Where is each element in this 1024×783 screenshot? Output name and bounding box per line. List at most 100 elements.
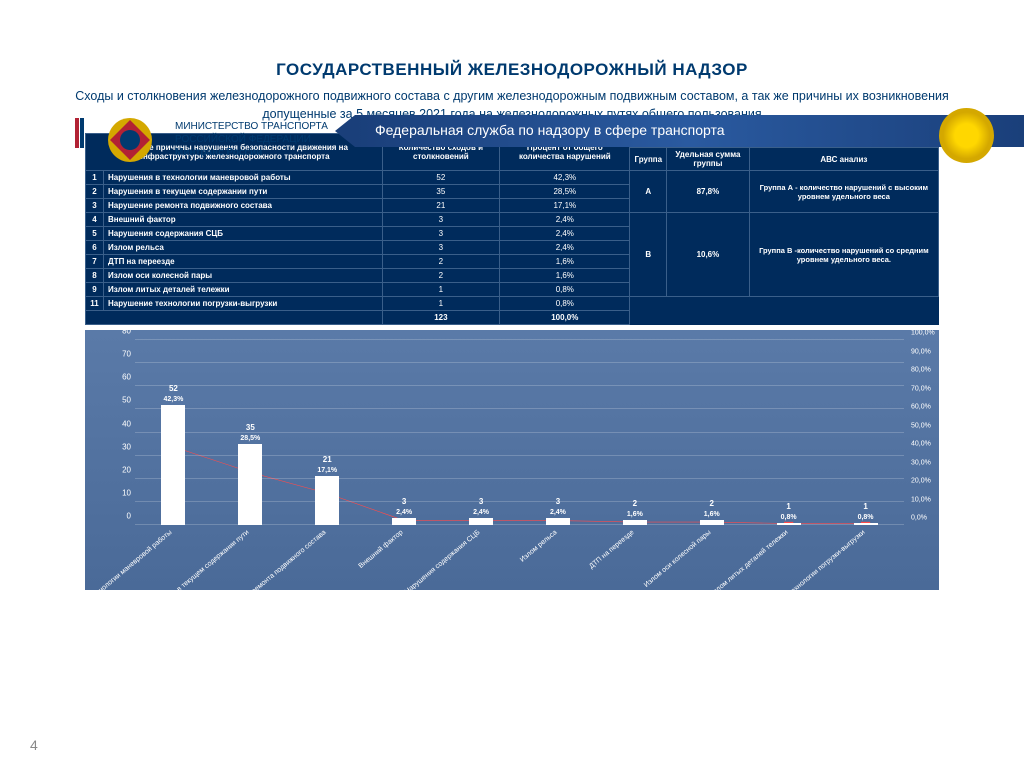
row-num: 3 — [86, 199, 104, 213]
bar — [700, 520, 724, 525]
total-pct: 100,0% — [500, 311, 630, 325]
bar — [161, 405, 185, 525]
row-pct: 2,4% — [500, 241, 630, 255]
bar — [854, 523, 878, 525]
y-axis-left: 01020304050607080 — [105, 340, 133, 525]
bar-value-label: 3 — [389, 497, 419, 506]
row-count: 3 — [382, 213, 500, 227]
bar-value-label: 21 — [312, 455, 342, 464]
row-cause: Нарушения содержания СЦБ — [104, 227, 383, 241]
bar-pct-label: 28,5% — [234, 435, 266, 442]
row-pct: 0,8% — [500, 283, 630, 297]
ministry-line-3: Минтранс России — [175, 146, 328, 159]
y2-tick: 30,0% — [911, 459, 931, 466]
y-tick: 80 — [122, 327, 131, 336]
accent-stripe-blue — [80, 118, 84, 148]
group-desc: Группа А - количество нарушений с высоки… — [749, 171, 938, 213]
grid-line — [135, 339, 904, 340]
row-cause: Излом оси колесной пары — [104, 269, 383, 283]
y-tick: 40 — [122, 419, 131, 428]
th-group: Группа — [630, 148, 667, 171]
bar-value-label: 52 — [158, 384, 188, 393]
agency-name: Федеральная служба по надзору в сфере тр… — [375, 122, 725, 138]
ministry-name: МИНИСТЕРСТВО ТРАНСПОРТА РОССИЙСКОЙ ФЕДЕР… — [175, 120, 328, 159]
pareto-table: Учетные причины нарушения безопасности д… — [85, 133, 939, 325]
x-label: Нарушения содержания СЦБ — [404, 529, 482, 596]
row-count: 3 — [382, 241, 500, 255]
x-label: Излом рельса — [519, 529, 558, 564]
row-pct: 28,5% — [500, 185, 630, 199]
bar-value-label: 2 — [697, 499, 727, 508]
row-cause: Внешний фактор — [104, 213, 383, 227]
total-row: 123100,0% — [86, 311, 939, 325]
row-pct: 17,1% — [500, 199, 630, 213]
bar-pct-label: 0,8% — [850, 514, 882, 521]
bar-value-label: 3 — [466, 497, 496, 506]
row-pct: 2,4% — [500, 213, 630, 227]
row-num: 2 — [86, 185, 104, 199]
group-share: 87,8% — [667, 171, 750, 213]
bar-pct-label: 2,4% — [465, 509, 497, 516]
row-num: 8 — [86, 269, 104, 283]
agency-banner: Федеральная служба по надзору в сфере тр… — [355, 115, 1024, 147]
bar-pct-label: 0,8% — [773, 514, 805, 521]
row-num: 1 — [86, 171, 104, 185]
y2-tick: 70,0% — [911, 385, 931, 392]
row-pct: 0,8% — [500, 297, 630, 311]
y-axis-right: 0,0%10,0%20,0%30,0%40,0%50,0%60,0%70,0%8… — [909, 340, 939, 525]
y2-tick: 10,0% — [911, 496, 931, 503]
row-count: 2 — [382, 255, 500, 269]
x-label: Излом оси колесной пары — [643, 529, 712, 589]
table-row: 4 Внешний фактор 3 2,4%B 10,6% Группа В … — [86, 213, 939, 227]
bar-pct-label: 1,6% — [619, 511, 651, 518]
group-share: 10,6% — [667, 213, 750, 297]
row-num: 11 — [86, 297, 104, 311]
y-tick: 70 — [122, 350, 131, 359]
row-count: 1 — [382, 283, 500, 297]
bar-value-label: 3 — [543, 497, 573, 506]
bar-pct-label: 1,6% — [696, 511, 728, 518]
x-label: Нарушения в технологии маневровой работы — [56, 529, 174, 630]
pareto-table-wrap: Учетные причины нарушения безопасности д… — [85, 133, 939, 325]
y2-tick: 100,0% — [911, 330, 935, 337]
bar-value-label: 1 — [774, 502, 804, 511]
bar — [546, 518, 570, 525]
bar-value-label: 2 — [620, 499, 650, 508]
bar-value-label: 1 — [851, 502, 881, 511]
y2-tick: 90,0% — [911, 348, 931, 355]
bar — [777, 523, 801, 525]
bar — [623, 520, 647, 525]
bar-pct-label: 2,4% — [542, 509, 574, 516]
group-id: B — [630, 213, 667, 297]
y2-tick: 40,0% — [911, 441, 931, 448]
page-title: ГОСУДАРСТВЕННЫЙ ЖЕЛЕЗНОДОРОЖНЫЙ НАДЗОР — [0, 60, 1024, 80]
group-id: A — [630, 171, 667, 213]
y2-tick: 80,0% — [911, 367, 931, 374]
pareto-chart: 01020304050607080 0,0%10,0%20,0%30,0%40,… — [85, 330, 939, 590]
row-cause: Нарушение ремонта подвижного состава — [104, 199, 383, 213]
row-count: 35 — [382, 185, 500, 199]
page-number: 4 — [30, 737, 38, 753]
y-tick: 60 — [122, 373, 131, 382]
row-num: 6 — [86, 241, 104, 255]
row-pct: 2,4% — [500, 227, 630, 241]
row-cause: Нарушения в текущем содержании пути — [104, 185, 383, 199]
row-count: 21 — [382, 199, 500, 213]
ministry-line-2: РОССИЙСКОЙ ФЕДЕРАЦИИ — [175, 133, 328, 146]
bar-value-label: 35 — [235, 423, 265, 432]
y2-tick: 50,0% — [911, 422, 931, 429]
th-share: Удельная сумма группы — [667, 148, 750, 171]
ministry-line-1: МИНИСТЕРСТВО ТРАНСПОРТА — [175, 120, 328, 133]
y-tick: 20 — [122, 465, 131, 474]
row-cause: ДТП на переезде — [104, 255, 383, 269]
bar — [392, 518, 416, 525]
accent-stripe-red — [75, 118, 79, 148]
emblem-agency-icon — [939, 108, 994, 163]
group-desc: Группа В -количество нарушений со средни… — [749, 213, 938, 297]
row-count: 52 — [382, 171, 500, 185]
plot-area: 5242,3%Нарушения в технологии маневровой… — [135, 340, 904, 525]
row-cause: Нарушение технологии погрузки-выгрузки — [104, 297, 383, 311]
x-label: Излом литых деталей тележки — [708, 529, 789, 598]
y-tick: 50 — [122, 396, 131, 405]
row-count: 2 — [382, 269, 500, 283]
